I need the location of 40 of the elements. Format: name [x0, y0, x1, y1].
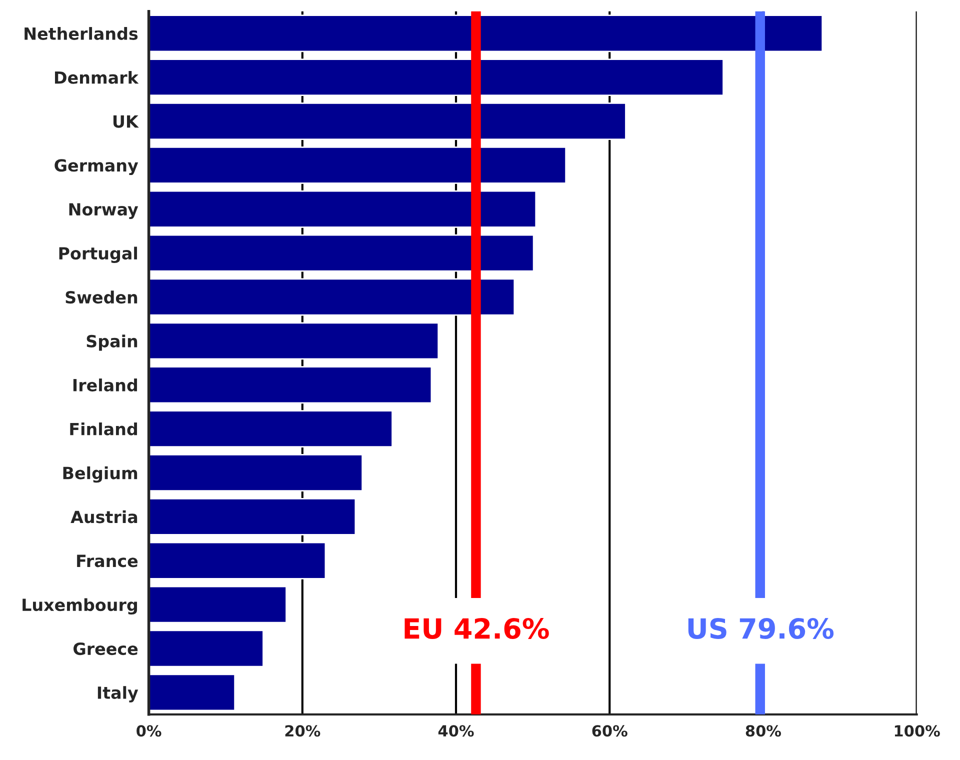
- y-tick-label: Portugal: [59, 246, 137, 263]
- y-tick-label: Norway: [69, 203, 138, 219]
- x-tick-label: 0%: [136, 725, 162, 737]
- y-tick-label: France: [77, 554, 138, 568]
- bar: [148, 14, 824, 52]
- x-tick-label: 60%: [592, 725, 628, 737]
- bar: [148, 498, 356, 536]
- x-tick-label: 80%: [746, 725, 781, 737]
- bar: [148, 542, 326, 580]
- y-tick-label: Luxembourg: [22, 598, 137, 614]
- y-tick-label: Sweden: [66, 290, 138, 304]
- bar: [148, 366, 432, 404]
- bar: [148, 102, 626, 140]
- ref-line-label: US 79.6%: [688, 618, 834, 639]
- bar: [148, 454, 363, 492]
- y-tick-label: Germany: [54, 159, 138, 176]
- y-tick-label: Denmark: [54, 70, 139, 84]
- y-tick-label: Netherlands: [24, 27, 138, 40]
- bar: [148, 146, 567, 184]
- y-tick-label: UK: [113, 115, 139, 128]
- bar: [148, 410, 393, 448]
- y-tick-label: Italy: [98, 686, 138, 702]
- x-tick-label: 100%: [894, 725, 940, 737]
- y-tick-label: Greece: [74, 642, 138, 656]
- bar: [148, 234, 534, 272]
- y-tick-label: Austria: [70, 510, 138, 524]
- y-tick-label: Belgium: [63, 466, 138, 483]
- bar: [148, 278, 516, 316]
- bar: [148, 58, 724, 96]
- bar: [148, 190, 537, 228]
- x-tick-label: 40%: [438, 725, 474, 737]
- bar: [148, 322, 440, 360]
- y-tick-label: Spain: [86, 334, 138, 351]
- y-tick-label: Finland: [70, 422, 137, 436]
- y-tick-label: Ireland: [73, 378, 137, 392]
- bar: [148, 630, 264, 668]
- bar: [148, 586, 287, 624]
- bar: [148, 674, 236, 712]
- ref-line-label: EU 42.6%: [404, 618, 549, 639]
- x-tick-label: 20%: [285, 725, 320, 737]
